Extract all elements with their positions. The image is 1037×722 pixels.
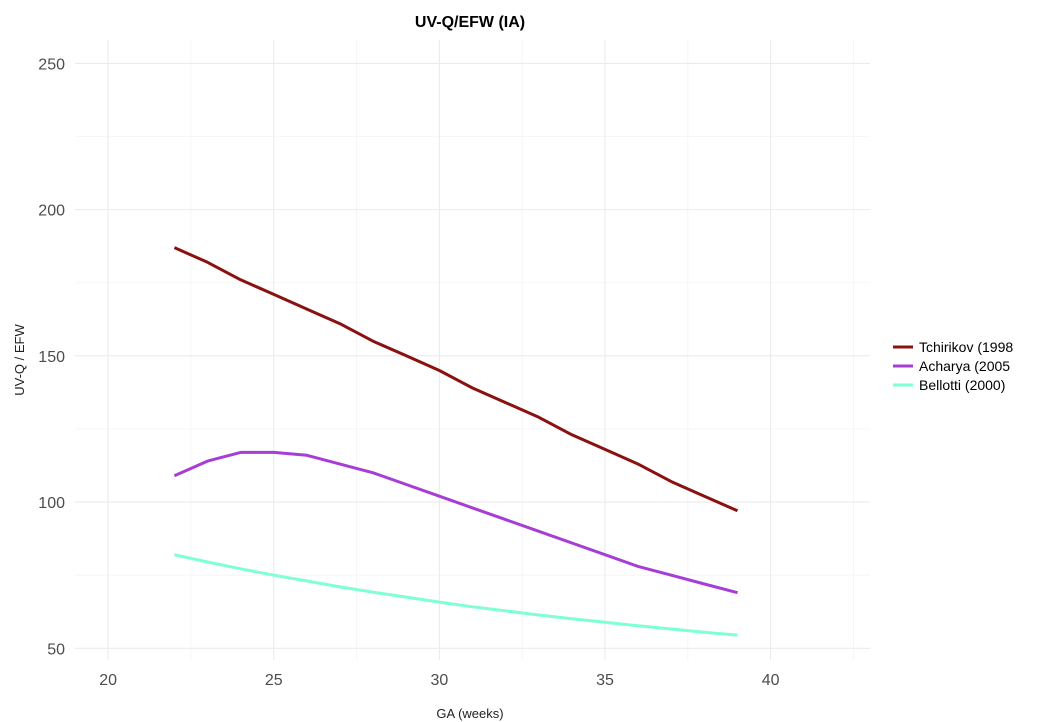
- legend: Tchirikov (1998 Acharya (2005 Bellotti (20…: [893, 339, 1013, 393]
- legend-label-2: Bellotti (2000): [919, 377, 1005, 393]
- x-axis-label: GA (weeks): [436, 706, 503, 721]
- series-line-0: [173, 246, 739, 513]
- chart-title: UV-Q/EFW (IA): [415, 14, 525, 31]
- x-tick-label: 40: [762, 672, 780, 689]
- series-lines: [173, 246, 739, 637]
- series-line-1: [173, 450, 738, 595]
- y-axis-label: UV-Q / EFW: [12, 324, 27, 396]
- y-tick-label: 50: [47, 641, 65, 658]
- legend-label-1: Acharya (2005: [919, 358, 1010, 374]
- y-tick-label: 250: [38, 56, 65, 73]
- y-tick-label: 100: [38, 495, 65, 512]
- x-axis-ticks: 20 25 30 35 40: [99, 672, 779, 689]
- y-tick-label: 200: [38, 203, 65, 220]
- grid: [75, 40, 870, 660]
- x-tick-label: 25: [265, 672, 283, 689]
- x-tick-label: 20: [99, 672, 117, 689]
- y-tick-label: 150: [38, 349, 65, 366]
- x-tick-label: 30: [430, 672, 448, 689]
- legend-label-0: Tchirikov (1998: [919, 339, 1013, 355]
- y-axis-ticks: 50 100 150 200 250: [38, 56, 65, 658]
- x-tick-label: 35: [596, 672, 614, 689]
- series-line-2: [174, 553, 738, 637]
